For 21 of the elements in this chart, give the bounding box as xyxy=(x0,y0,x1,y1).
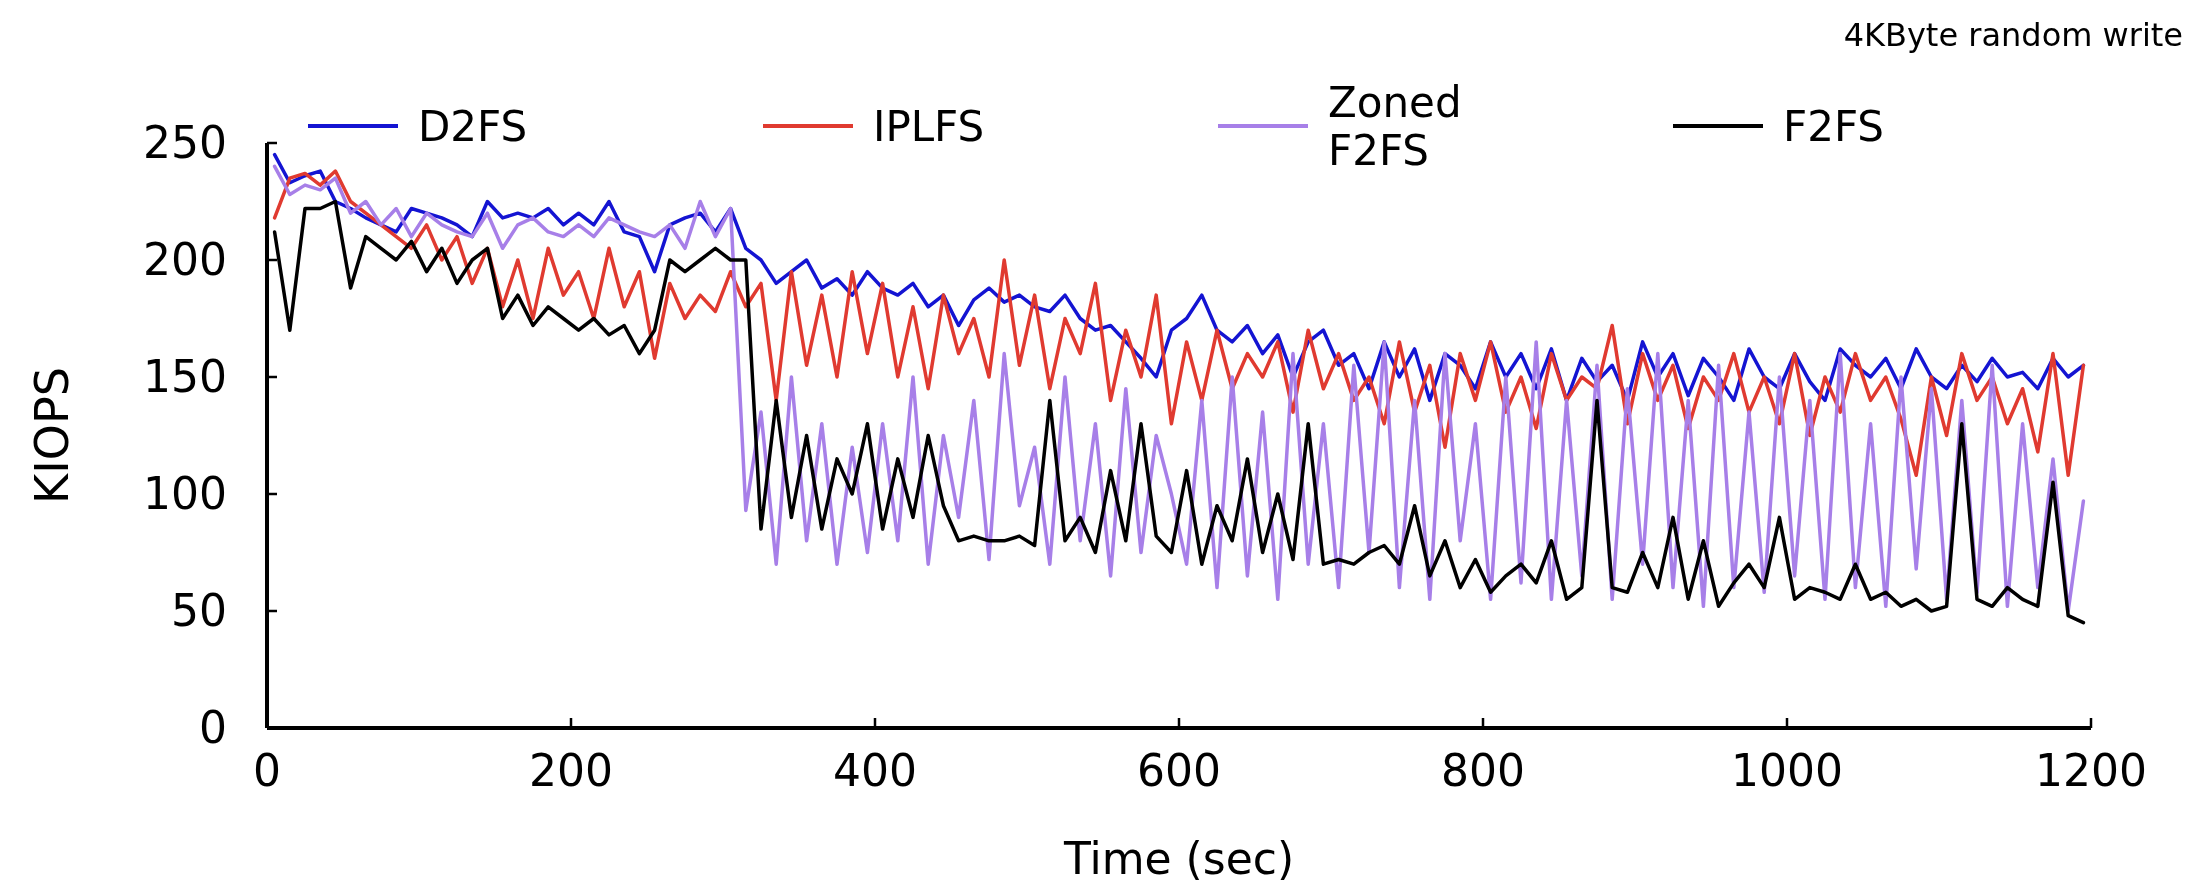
x-tick-label: 400 xyxy=(833,745,917,796)
legend-label: IPLFS xyxy=(873,102,985,151)
x-tick-label: 1200 xyxy=(2035,745,2147,796)
x-tick-label: 1000 xyxy=(1731,745,1843,796)
chart-title: 4KByte random write xyxy=(1843,16,2183,54)
x-axis-title: Time (sec) xyxy=(1062,833,1295,884)
x-tick-label: 600 xyxy=(1137,745,1221,796)
x-tick-label: 0 xyxy=(253,745,281,796)
y-tick-label: 0 xyxy=(199,702,227,753)
legend-label: Zoned F2FS xyxy=(1328,78,1462,175)
legend-label: D2FS xyxy=(418,102,528,151)
legend-label: F2FS xyxy=(1783,102,1884,151)
x-tick-label: 800 xyxy=(1441,745,1525,796)
y-axis-title: KIOPS xyxy=(25,367,79,504)
y-tick-label: 100 xyxy=(143,468,227,519)
x-tick-label: 200 xyxy=(529,745,613,796)
y-tick-label: 50 xyxy=(171,585,227,636)
line-series xyxy=(272,169,2086,478)
y-tick-label: 200 xyxy=(143,234,227,285)
y-tick-label: 250 xyxy=(143,117,227,168)
y-tick-label: 150 xyxy=(143,351,227,402)
